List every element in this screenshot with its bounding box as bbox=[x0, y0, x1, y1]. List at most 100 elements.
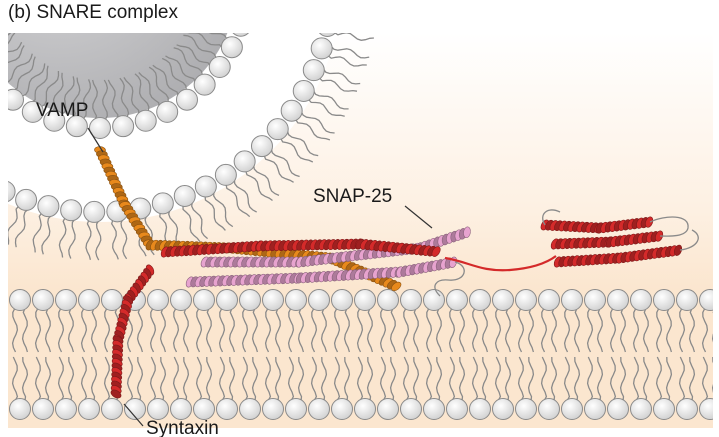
lipid-head bbox=[446, 289, 468, 311]
lipid-tail bbox=[13, 56, 36, 91]
lipid-tail bbox=[149, 307, 157, 353]
lipid-tail bbox=[294, 118, 331, 141]
lipid-head bbox=[676, 289, 698, 311]
lipid-tail bbox=[228, 307, 236, 353]
snap25-helix-1 bbox=[200, 226, 471, 268]
lipid-head bbox=[89, 117, 111, 139]
lipid-head bbox=[9, 398, 31, 420]
lipid-tail bbox=[425, 307, 433, 353]
lipid-tail bbox=[182, 205, 201, 242]
lipid-head bbox=[32, 398, 54, 420]
lipid-head bbox=[446, 398, 468, 420]
lipid-tail bbox=[632, 356, 640, 402]
lipid-tail bbox=[103, 356, 111, 402]
lipid-tail bbox=[586, 307, 594, 353]
lipid-tail bbox=[8, 41, 23, 53]
lipid-tail bbox=[195, 356, 203, 402]
lipid-tail bbox=[366, 356, 374, 402]
lipid-tail bbox=[596, 356, 604, 402]
lipid-tail bbox=[21, 307, 29, 353]
lipid-tail bbox=[0, 4, 3, 19]
lipid-tail bbox=[312, 90, 349, 110]
lipid-tail bbox=[287, 307, 295, 353]
lipid-tail bbox=[688, 356, 696, 402]
lipid-head bbox=[561, 398, 583, 420]
lipid-tail bbox=[366, 307, 374, 353]
lipid-tail bbox=[251, 356, 259, 402]
helix-turn bbox=[463, 226, 471, 239]
lipid-head bbox=[308, 289, 330, 311]
lipid-tail bbox=[333, 33, 374, 41]
lipid-head bbox=[285, 289, 307, 311]
lipid-head bbox=[43, 109, 66, 132]
lipid-tail bbox=[245, 170, 273, 202]
lipid-tail bbox=[448, 307, 456, 353]
lipid-tail bbox=[280, 137, 314, 163]
helix-turn bbox=[391, 281, 402, 292]
lipid-head bbox=[653, 289, 675, 311]
lipid-tail bbox=[148, 66, 169, 103]
lipid-tail bbox=[110, 219, 119, 260]
lipid-tail bbox=[152, 64, 179, 97]
lipid-tail bbox=[586, 356, 594, 402]
lipid-tail bbox=[0, 15, 6, 29]
lipid-tail bbox=[481, 307, 489, 353]
lipid-tail bbox=[540, 356, 548, 402]
lipid-head bbox=[101, 398, 123, 420]
syntaxin-helix-bundle bbox=[160, 238, 441, 258]
lipid-tail bbox=[204, 195, 226, 231]
lipid-tail bbox=[80, 356, 88, 402]
lipid-tail bbox=[665, 307, 673, 353]
lipid-head bbox=[262, 398, 284, 420]
syntaxin-label: Syntaxin bbox=[146, 418, 219, 437]
lipid-tail bbox=[21, 63, 46, 97]
lipid-head bbox=[423, 398, 445, 420]
lipid-tail bbox=[182, 307, 190, 353]
lipid-tail bbox=[173, 47, 204, 76]
lipid-head bbox=[134, 109, 157, 132]
lipid-head bbox=[232, 33, 250, 37]
lipid-head bbox=[194, 175, 217, 198]
snap25-leader-line bbox=[404, 205, 433, 229]
lipid-head bbox=[208, 55, 231, 78]
lipid-tail bbox=[90, 356, 98, 402]
lipid-tail bbox=[228, 356, 236, 402]
lipid-tail bbox=[435, 356, 443, 402]
lipid-tail bbox=[504, 356, 512, 402]
lipid-tail bbox=[458, 307, 466, 353]
lipid-tail bbox=[619, 307, 627, 353]
lipid-head bbox=[561, 289, 583, 311]
lipid-tail bbox=[330, 45, 370, 59]
lipid-head bbox=[630, 289, 652, 311]
lipid-head bbox=[173, 184, 196, 207]
lipid-head bbox=[285, 398, 307, 420]
lipid-tail bbox=[264, 307, 272, 353]
lipid-head bbox=[32, 289, 54, 311]
lipid-head bbox=[193, 398, 215, 420]
lipid-tail bbox=[665, 356, 673, 402]
lipid-head bbox=[469, 398, 491, 420]
lipid-tail bbox=[241, 307, 249, 353]
lipid-tail bbox=[149, 356, 157, 402]
lipid-head bbox=[55, 289, 77, 311]
lipid-head bbox=[83, 200, 106, 223]
lipid-head bbox=[400, 398, 422, 420]
lipid-tail bbox=[322, 68, 361, 85]
lipid-tail bbox=[205, 307, 213, 353]
lipid-head bbox=[156, 100, 179, 123]
lipid-head bbox=[216, 289, 238, 311]
lipid-tail bbox=[609, 356, 617, 402]
lipid-head bbox=[676, 398, 698, 420]
helix-turn bbox=[431, 246, 441, 257]
lipid-head bbox=[584, 289, 606, 311]
lipid-tail bbox=[67, 356, 75, 402]
lipid-head bbox=[214, 163, 237, 186]
lipid-head bbox=[193, 73, 216, 96]
lipid-head bbox=[515, 289, 537, 311]
figure-caption: (b) SNARE complex bbox=[8, 2, 178, 23]
lipid-head bbox=[331, 398, 353, 420]
vesicle-lumen bbox=[8, 33, 228, 118]
lipid-tail bbox=[402, 307, 410, 353]
lipid-head bbox=[331, 289, 353, 311]
lipid-tail bbox=[632, 307, 640, 353]
